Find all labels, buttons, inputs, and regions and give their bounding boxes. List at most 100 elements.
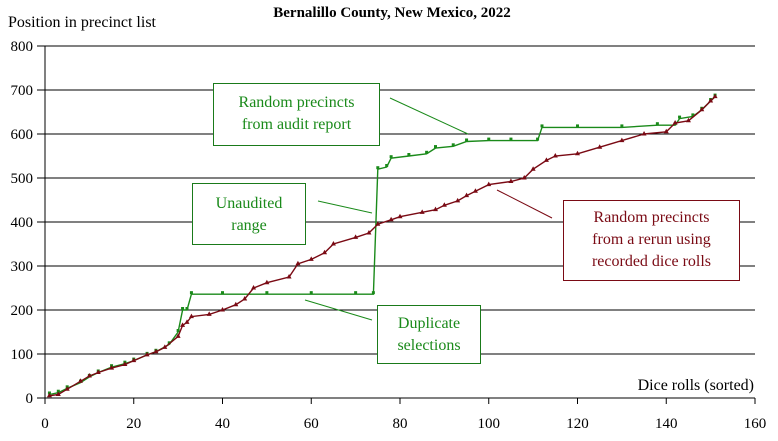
x-tick-label: 80 [393,416,408,432]
data-point-rerun [543,157,549,162]
data-point-rerun [46,392,52,398]
data-point-audit [189,291,193,295]
x-tick-label: 100 [478,416,501,432]
annotation-unaudited-line1: Unaudited [215,195,283,212]
annotation-duplicate-selections: Duplicate selections [377,305,481,364]
annotation-leader-line [389,97,469,135]
data-point-audit [691,113,695,117]
data-point-audit [487,137,491,141]
data-point-audit [536,137,540,141]
data-point-rerun [366,230,372,235]
annotation-rerun-line3: recorded dice rolls [591,253,712,270]
data-point-rerun [233,301,239,307]
data-point-rerun [251,285,257,290]
y-axis-label: Position in precinct list [8,14,157,31]
data-point-rerun [180,322,186,327]
data-point-rerun [685,117,691,123]
data-point-rerun [597,144,603,149]
y-tick-label: 100 [11,347,34,363]
data-point-audit [451,143,455,147]
data-point-audit [465,138,469,142]
y-tick-label: 300 [11,259,34,275]
data-point-audit [309,291,313,295]
data-point-rerun [95,369,101,374]
data-point-audit [655,122,659,126]
data-point-rerun [712,93,718,99]
data-point-rerun [433,206,438,212]
data-point-rerun [521,175,527,180]
data-point-rerun [419,209,425,214]
data-point-audit [407,153,411,156]
annotation-leader-line [496,189,553,219]
x-tick-label: 20 [126,416,141,432]
x-tick-label: 140 [655,416,678,432]
data-point-audit [434,145,437,149]
data-point-audit [576,124,579,128]
data-point-rerun [552,153,558,158]
data-point-rerun [708,98,714,103]
data-point-rerun [86,373,92,378]
data-point-rerun [144,351,150,357]
x-axis-ticks: 0 20 40 60 80 100 120 140 160 [41,398,766,432]
data-point-rerun [131,357,137,363]
annotation-unaudited-line2: range [231,217,267,234]
data-point-rerun [295,260,301,266]
data-point-audit [221,291,224,295]
data-point-rerun [122,361,128,367]
data-point-rerun [162,344,168,349]
data-point-rerun [206,311,212,316]
annotation-rerun-line1: Random precincts [593,209,710,226]
data-point-rerun [242,296,248,301]
data-point-rerun [455,197,461,203]
y-tick-label: 0 [26,391,34,407]
y-tick-label: 700 [11,83,34,99]
annotation-unaudited-range: Unaudited range [192,183,306,245]
annotation-leaders [304,97,553,321]
data-point-rerun [322,249,328,255]
data-point-rerun [264,279,270,285]
data-point-rerun [441,202,447,207]
data-point-rerun [472,188,478,193]
data-point-audit [371,291,375,295]
annotation-rerun-line2: from a rerun using [592,231,711,248]
data-point-audit [509,137,513,141]
annotation-audit-line2: from audit report [241,116,352,133]
data-point-rerun [530,166,536,171]
data-point-rerun [641,131,647,136]
data-point-rerun [175,333,181,338]
y-axis-ticks: 0 100 200 300 400 500 600 700 800 [11,39,34,407]
data-point-audit [185,307,189,310]
y-tick-label: 400 [11,215,34,231]
data-point-rerun [188,313,194,319]
y-tick-label: 800 [11,39,34,55]
data-point-rerun [220,307,225,312]
data-point-rerun [286,274,292,279]
annotation-rerun: Random precincts from a rerun using reco… [563,200,740,281]
data-point-rerun [308,256,314,261]
data-point-rerun [184,319,190,324]
data-point-audit [620,124,624,128]
chart-title: Bernalillo County, New Mexico, 2022 [273,5,510,21]
y-tick-label: 500 [11,171,34,187]
data-point-rerun [375,221,381,226]
data-point-rerun [663,128,669,134]
annotation-leader-line [304,299,373,321]
data-point-rerun [397,213,403,219]
data-point-rerun [575,150,580,156]
data-point-rerun [330,241,336,246]
annotation-duplicate-line1: Duplicate [397,315,461,332]
x-tick-label: 0 [41,416,49,432]
annotation-duplicate-line2: selections [397,337,461,354]
data-point-rerun [464,192,470,198]
data-point-audit [354,291,358,295]
data-point-rerun [109,365,115,370]
data-point-audit [176,329,180,332]
series-group [46,93,718,398]
data-point-audit [376,166,380,170]
data-point-rerun [78,378,83,383]
annotation-audit-report: Random precincts from audit report [213,83,380,146]
x-axis-label: Dice rolls (sorted) [638,377,754,394]
x-tick-label: 40 [215,416,230,432]
data-point-audit [56,389,60,393]
